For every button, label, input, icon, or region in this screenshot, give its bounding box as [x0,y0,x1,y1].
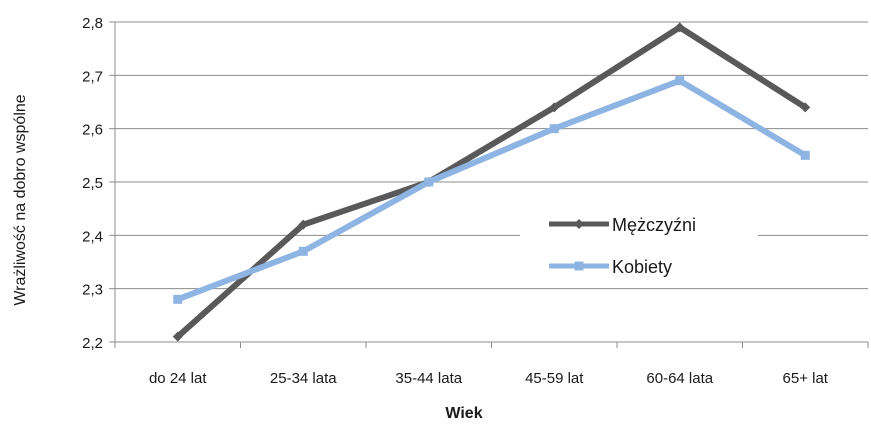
legend-background [520,200,758,286]
legend-swatch-marker [574,261,584,271]
x-tick-label: do 24 lat [149,370,207,387]
series-line [176,77,807,303]
series-lines [172,22,811,342]
x-tick-labels: do 24 lat 25-34 lata 35-44 lata 45-59 lat 60… [149,370,829,387]
x-tick-label: 65+ lat [783,370,829,387]
legend-label: Mężczyźni [612,215,696,235]
y-tick-label: 2,4 [82,228,103,245]
data-point [298,219,309,230]
data-point [424,177,434,187]
legend-entry: Kobiety [549,257,672,277]
legend-label: Kobiety [612,257,672,277]
y-tick-label: 2,5 [82,175,103,192]
series-2 [173,76,810,304]
x-tick-label: 35-44 lata [395,370,462,387]
data-point [549,102,560,113]
y-tick-label: 2,6 [82,122,103,139]
legend-entry: Mężczyźni [549,215,696,235]
data-point [549,124,559,134]
data-point [298,246,308,256]
legend-swatch-marker [574,219,584,229]
series-line [175,23,807,339]
data-point [800,102,811,113]
x-axis-title: Wiek [445,405,482,422]
y-tick-label: 2,8 [82,15,103,32]
gridlines [115,21,868,290]
data-point [674,22,685,33]
data-point [675,76,685,86]
y-tick-label: 2,3 [82,282,103,299]
y-tick-label: 2,2 [82,335,103,352]
y-tick-label: 2,7 [82,68,103,85]
y-axis-title: Wrażliwość na dobro wspólne [12,94,29,305]
x-tick-label: 60-64 lata [646,370,713,387]
axes [109,21,869,348]
x-tick-label: 45-59 lat [525,370,584,387]
legend: Mężczyźni Kobiety [520,200,758,286]
data-point [173,294,183,304]
x-tick-label: 25-34 lata [270,370,337,387]
y-tick-labels: 2,2 2,3 2,4 2,5 2,6 2,7 2,8 [82,15,103,352]
data-point [172,331,183,342]
data-point [800,150,810,160]
series-1 [172,22,811,342]
